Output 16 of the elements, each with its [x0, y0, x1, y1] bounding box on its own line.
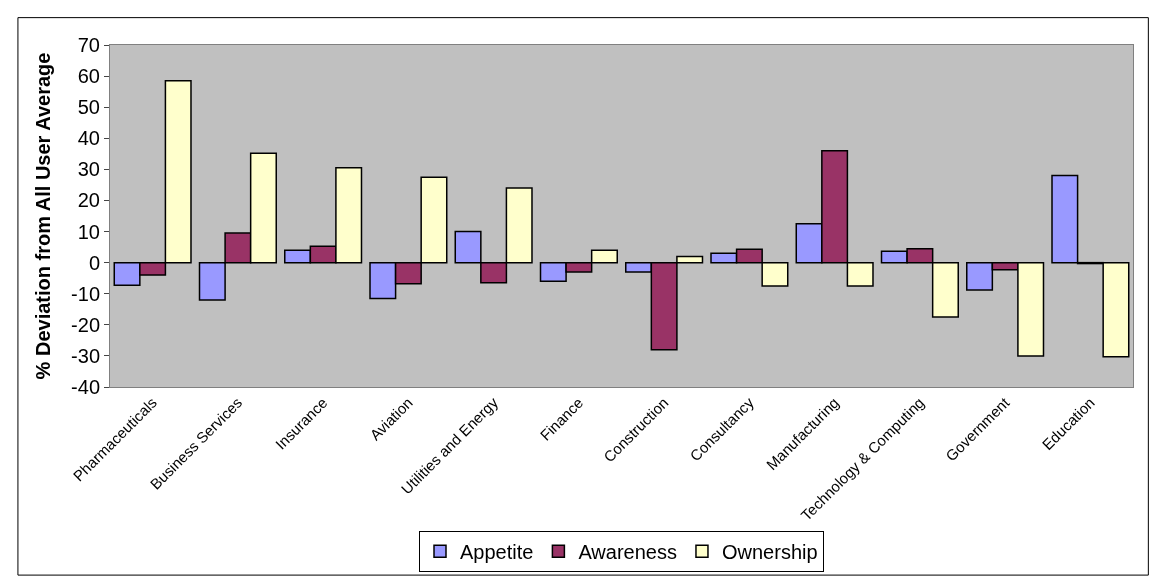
- y-tick-label: 60: [77, 65, 100, 88]
- y-tick-label: 30: [77, 158, 100, 181]
- y-tick-label: 0: [88, 251, 100, 274]
- y-tick-label: -10: [71, 282, 100, 305]
- y-tick-label: 20: [77, 189, 100, 212]
- legend-label: Appetite: [460, 540, 534, 563]
- legend-label: Awareness: [578, 540, 677, 563]
- legend-label: Ownership: [721, 540, 818, 563]
- y-tick-label: 70: [77, 34, 100, 56]
- y-tick-label: 10: [77, 220, 100, 243]
- y-tick-label: -40: [71, 376, 100, 398]
- y-tick-label: 40: [77, 127, 100, 150]
- y-tick-label: -30: [71, 344, 100, 367]
- y-tick-label: 50: [77, 96, 100, 119]
- y-axis-title: % Deviation from All User Average: [31, 52, 54, 380]
- y-tick-label: -20: [71, 313, 100, 336]
